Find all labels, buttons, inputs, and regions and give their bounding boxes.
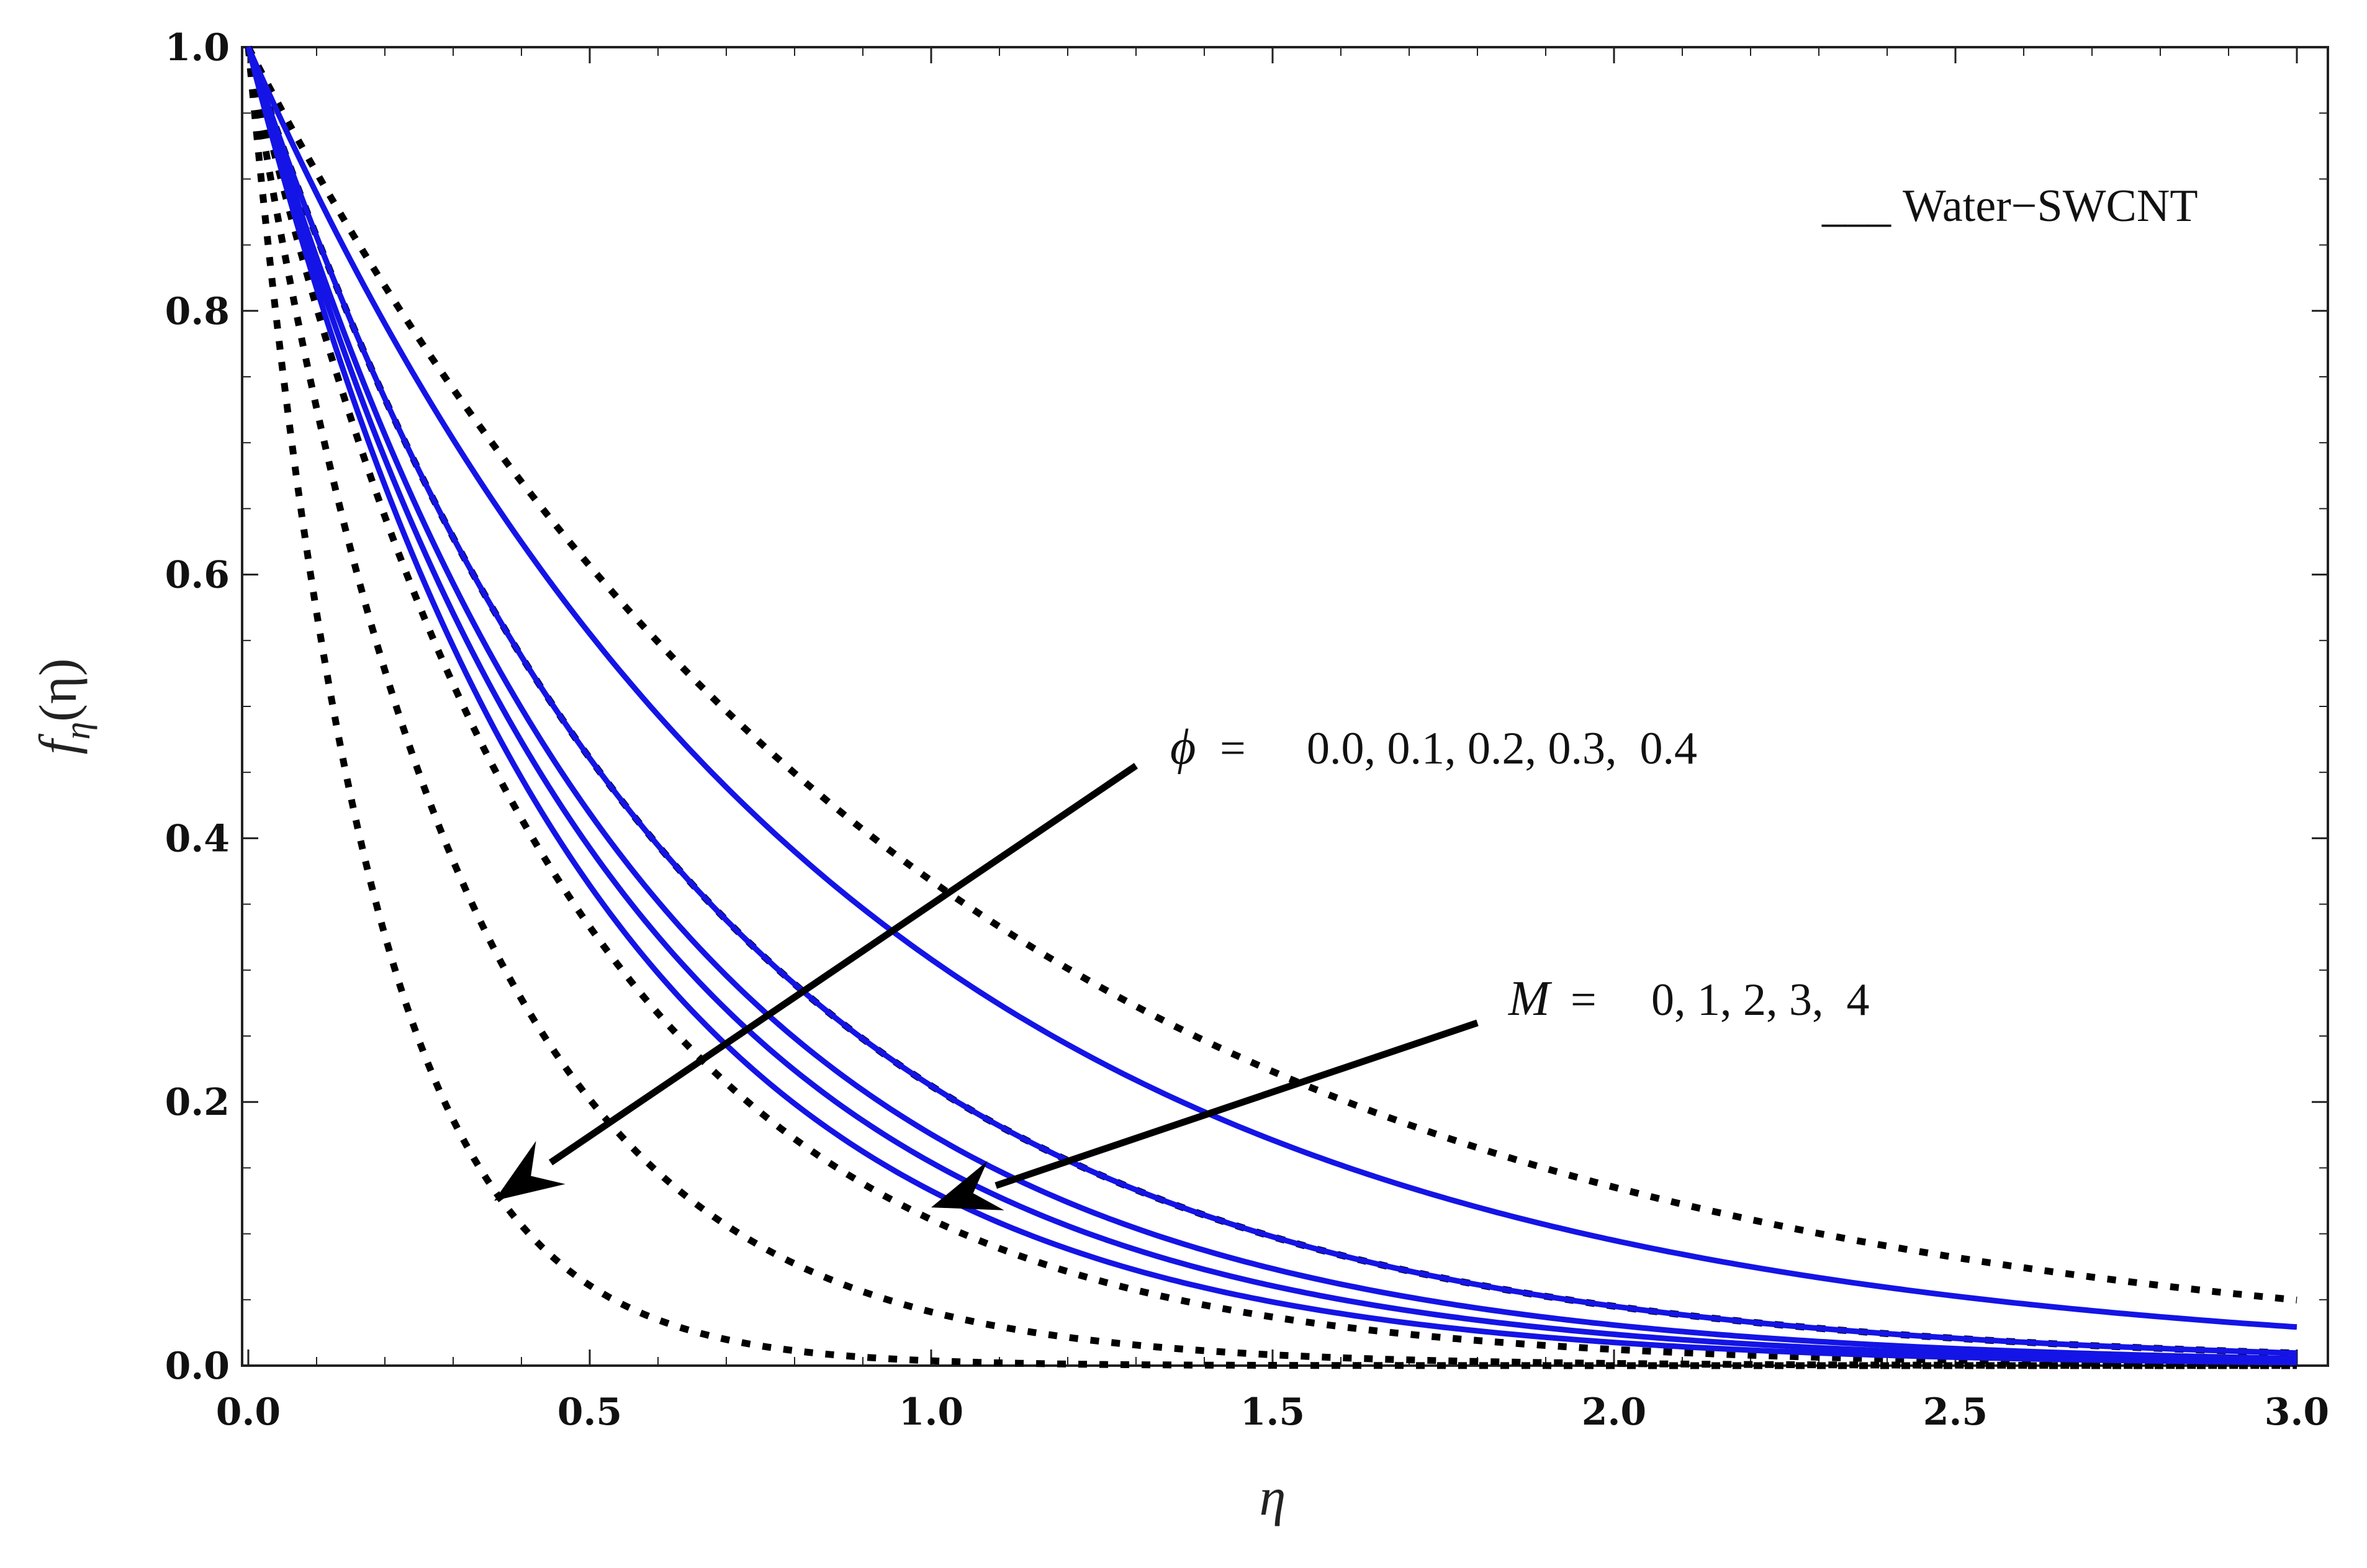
- series-line-M-4: [245, 46, 2297, 1366]
- series-line-M-2: [245, 46, 2297, 1361]
- series-line-M-0: [245, 46, 2297, 1330]
- axis-ticks: 0.0 0.5 1.0 1.5 2.0 2.5 3.0 0.0 0.2 0.4 0.6 0.8 1.0: [165, 26, 2330, 1434]
- m-symbol: M: [1508, 971, 1553, 1026]
- phi-values: 0.0, 0.1, 0.2, 0.3, 0.4: [1307, 723, 1697, 774]
- y-axis-title-sub: η: [57, 722, 97, 740]
- legend-dash-marker: ___: [1821, 181, 1891, 232]
- x-tick-label: 3.0: [2265, 1390, 2329, 1434]
- y-axis-title-arg: (η): [28, 659, 88, 722]
- m-values: 0, 1, 2, 3, 4: [1651, 975, 1870, 1025]
- y-tick-label: 0.8: [165, 290, 230, 333]
- series-line-phi-7: [245, 46, 2297, 1367]
- x-tick-label: 2.0: [1582, 1390, 1646, 1434]
- annotation-arrowhead-phi: [494, 1141, 566, 1201]
- series-line-M-1: [245, 46, 2297, 1356]
- annotation-arrow-M: [994, 1019, 1479, 1189]
- y-tick-label: 1.0: [165, 26, 230, 70]
- phi-equals: =: [1220, 723, 1246, 774]
- y-axis-title: fη(η): [28, 659, 97, 755]
- series-line-phi-5: [245, 45, 2297, 1304]
- phi-annotation: ϕ = 0.0, 0.1, 0.2, 0.3, 0.4: [1170, 720, 1697, 775]
- x-tick-label: 0.5: [557, 1390, 622, 1434]
- series-line-phi-8: [245, 47, 2297, 1369]
- legend: ___ Water−SWCNT: [1821, 181, 2198, 232]
- series-layer: [245, 45, 2297, 1369]
- m-annotation: M = 0, 1, 2, 3, 4: [1508, 971, 1870, 1026]
- x-tick-label: 0.0: [216, 1390, 281, 1434]
- annotation-arrow-phi: [548, 763, 1138, 1166]
- x-tick-label: 1.0: [899, 1390, 963, 1434]
- annotation-arrowhead-M: [931, 1161, 1004, 1210]
- x-tick-label: 1.5: [1240, 1390, 1305, 1434]
- y-tick-label: 0.4: [165, 817, 230, 860]
- svg-text:fη(η): fη(η): [28, 659, 97, 755]
- x-axis-title: η: [1260, 1467, 1286, 1526]
- y-tick-label: 0.2: [165, 1081, 230, 1124]
- legend-label-water-swcnt: Water−SWCNT: [1903, 181, 2198, 232]
- series-line-phi-9: [245, 47, 2297, 1369]
- m-equals: =: [1571, 975, 1597, 1025]
- y-tick-label: 0.0: [165, 1345, 230, 1388]
- annotation-layer: ϕ = 0.0, 0.1, 0.2, 0.3, 0.4 M = 0, 1, 2,…: [494, 720, 1870, 1210]
- y-tick-label: 0.6: [165, 554, 230, 597]
- series-line-M-3: [245, 46, 2297, 1364]
- phi-symbol: ϕ: [1170, 720, 1196, 775]
- x-tick-label: 2.5: [1923, 1390, 1988, 1434]
